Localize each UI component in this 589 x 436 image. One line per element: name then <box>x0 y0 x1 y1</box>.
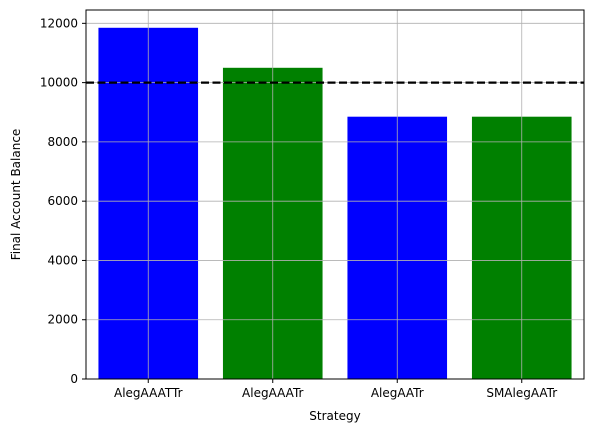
y-tick-label: 8000 <box>47 135 78 149</box>
y-tick-label: 0 <box>70 372 78 386</box>
x-axis-ticks: AlegAAATTr AlegAAATr AlegAATr SMAlegAATr <box>114 379 557 400</box>
x-tick-label: AlegAATr <box>371 386 424 400</box>
y-tick-label: 2000 <box>47 313 78 327</box>
x-tick-label: AlegAAATr <box>242 386 303 400</box>
y-tick-label: 10000 <box>40 76 78 90</box>
x-tick-label: AlegAAATTr <box>114 386 183 400</box>
x-axis-label: Strategy <box>309 409 360 423</box>
x-tick-label: SMAlegAATr <box>486 386 557 400</box>
y-tick-label: 6000 <box>47 194 78 208</box>
bars <box>98 27 572 380</box>
y-tick-label: 4000 <box>47 253 78 267</box>
y-tick-label: 12000 <box>40 16 78 30</box>
y-axis-ticks: 0 2000 4000 6000 8000 10000 12000 <box>40 16 86 386</box>
plot-frame <box>85 9 585 380</box>
y-axis-label: Final Account Balance <box>9 129 23 261</box>
